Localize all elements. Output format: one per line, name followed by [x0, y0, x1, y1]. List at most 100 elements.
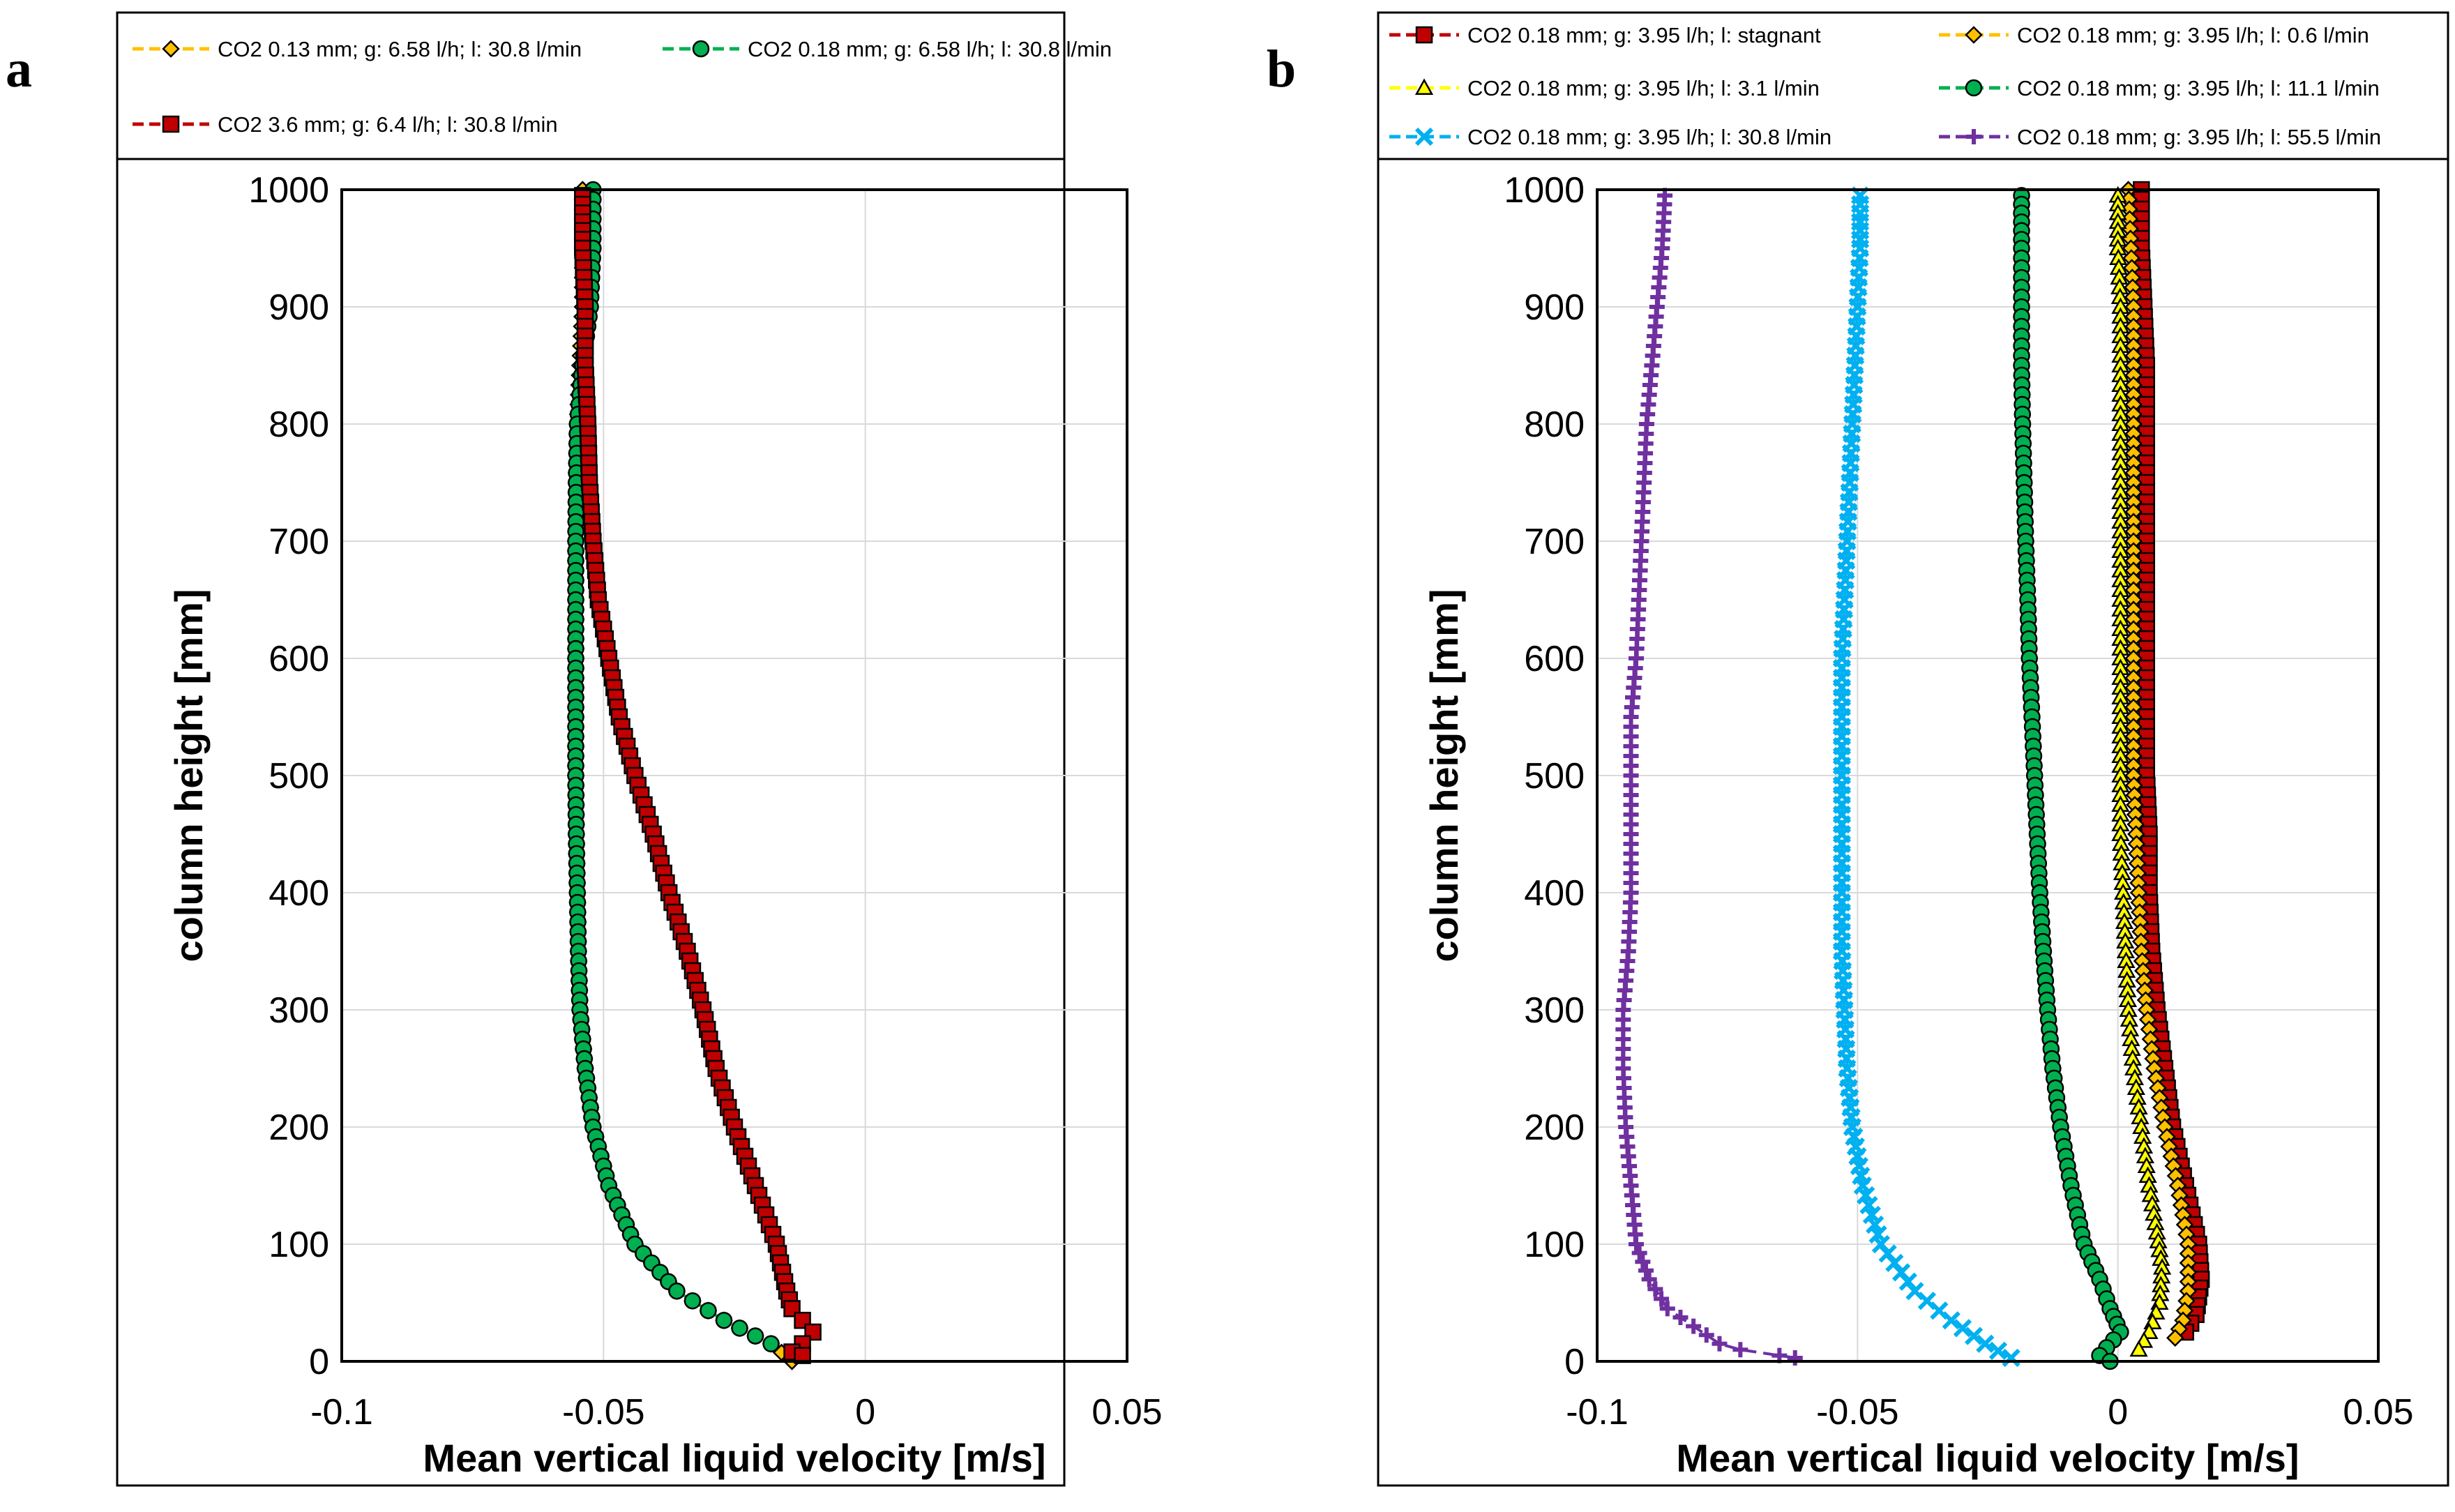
series-3: [2013, 187, 2129, 1370]
data-point: [683, 1292, 702, 1310]
data-point: [1654, 1291, 1670, 1307]
data-point: [2002, 1348, 2020, 1368]
data-point: [2166, 1329, 2184, 1347]
data-point: [746, 1327, 764, 1345]
legend-entry: CO2 0.18 mm; g: 3.95 l/h; l: 11.1 l/min: [1939, 76, 2380, 100]
x-tick-label: -0.1: [1566, 1392, 1629, 1432]
plot-area-border: [1596, 188, 2380, 1363]
x-tick-label: -0.05: [562, 1392, 645, 1432]
legend-marker: [1966, 129, 1981, 144]
data-point: [1698, 1327, 1714, 1343]
data-point: [1712, 1336, 1728, 1352]
legend-entry: CO2 0.18 mm; g: 3.95 l/h; l: stagnant: [1389, 23, 1821, 47]
x-tick-label: 0: [2108, 1392, 2128, 1432]
panel-letter-a: a: [6, 40, 32, 98]
series-1: [2119, 181, 2198, 1347]
data-point: [1953, 1319, 1972, 1338]
y-tick-label: 700: [1524, 522, 1585, 562]
y-tick-label: 600: [269, 639, 329, 679]
y-tick-label: 200: [1524, 1107, 1585, 1148]
data-point: [1988, 1341, 2008, 1361]
y-tick-label: 100: [269, 1225, 329, 1265]
y-axis-label: column height [mm]: [167, 589, 211, 962]
chart-a: -0.1 -0.05 0 0.05 0 100 200 300 400 500 600 700 800 9…: [116, 11, 1163, 1487]
x-tick-label: 0.05: [1091, 1392, 1162, 1432]
x-tick-label: 0: [855, 1392, 875, 1432]
legend-entry: CO2 3.6 mm; g: 6.4 l/h; l: 30.8 l/min: [133, 112, 558, 137]
data-point: [1638, 1262, 1654, 1278]
data-point: [1672, 1310, 1689, 1325]
y-tick-label: 400: [1524, 873, 1585, 914]
legend-entry: CO2 0.18 mm; g: 3.95 l/h; l: 30.8 l/min: [1389, 125, 1831, 149]
legend-label: CO2 0.18 mm; g: 3.95 l/h; l: 55.5 l/min: [2017, 125, 2381, 149]
series-1: [567, 181, 780, 1353]
data-point: [1787, 1350, 1803, 1366]
legend-entry: CO2 0.18 mm; g: 3.95 l/h; l: 55.5 l/min: [1939, 125, 2381, 149]
data-point: [731, 1320, 748, 1337]
legend-label: CO2 0.13 mm; g: 6.58 l/h; l: 30.8 l/min: [218, 37, 582, 61]
y-tick-label: 0: [309, 1342, 329, 1382]
data-point: [668, 1282, 686, 1300]
legend-label: CO2 0.18 mm; g: 3.95 l/h; l: 0.6 l/min: [2017, 23, 2369, 47]
data-point: [1964, 1326, 1984, 1345]
data-point: [1732, 1342, 1748, 1358]
legend-entry: CO2 0.13 mm; g: 6.58 l/h; l: 30.8 l/min: [133, 37, 582, 61]
data-point: [1659, 1301, 1675, 1317]
legend-entry: CO2 0.18 mm; g: 3.95 l/h; l: 0.6 l/min: [1939, 23, 2369, 47]
y-tick-label: 400: [269, 873, 329, 914]
legend-marker: [1965, 79, 1983, 97]
data-point: [2129, 1340, 2148, 1357]
legend-marker: [1414, 78, 1434, 96]
chart-frame: [1377, 11, 2449, 1487]
legend-marker: [1965, 26, 1983, 44]
y-tick-label: 600: [1524, 639, 1585, 679]
legend-entry: CO2 0.18 mm; g: 3.95 l/h; l: 3.1 l/min: [1389, 76, 1820, 100]
data-point: [1647, 1281, 1663, 1297]
x-axis-label: Mean vertical liquid velocity [m/s]: [1676, 1436, 2299, 1480]
y-tick-label: 0: [1564, 1342, 1585, 1382]
plot-area-border: [340, 188, 1128, 1363]
data-point: [1631, 1245, 1647, 1261]
series-5: [1615, 188, 1803, 1366]
legend-marker: [1415, 26, 1433, 44]
series-0: [2133, 181, 2210, 1341]
y-tick-label: 500: [1524, 756, 1585, 796]
legend-entry: CO2 0.18 mm; g: 6.58 l/h; l: 30.8 l/min: [663, 37, 1112, 61]
data-point: [794, 1347, 811, 1364]
y-tick-label: 800: [1524, 405, 1585, 445]
y-tick-label: 1000: [248, 170, 329, 211]
legend-marker: [1414, 127, 1434, 146]
legend-label: CO2 0.18 mm; g: 3.95 l/h; l: 30.8 l/min: [1467, 125, 1831, 149]
data-point: [1641, 1271, 1657, 1287]
data-point: [1686, 1318, 1702, 1334]
y-tick-label: 300: [269, 990, 329, 1031]
data-point: [1629, 1237, 1644, 1252]
legend-marker: [162, 40, 180, 58]
y-tick-label: 500: [269, 756, 329, 796]
y-tick-label: 200: [269, 1107, 329, 1148]
y-tick-label: 100: [1524, 1225, 1585, 1265]
y-axis-label: column height [mm]: [1422, 589, 1466, 962]
legend-label: CO2 0.18 mm; g: 3.95 l/h; l: stagnant: [1467, 23, 1821, 47]
y-tick-label: 700: [269, 522, 329, 562]
series-2: [2108, 186, 2172, 1357]
data-point: [1942, 1311, 1961, 1330]
x-tick-label: -0.05: [1816, 1392, 1899, 1432]
legend-label: CO2 0.18 mm; g: 6.58 l/h; l: 30.8 l/min: [748, 37, 1112, 61]
y-tick-label: 800: [269, 405, 329, 445]
legend-label: CO2 0.18 mm; g: 3.95 l/h; l: 11.1 l/min: [2017, 76, 2380, 100]
y-tick-label: 900: [269, 287, 329, 328]
data-point: [1635, 1254, 1651, 1270]
legend-marker: [692, 40, 710, 58]
data-point: [762, 1335, 780, 1353]
legend-label: CO2 3.6 mm; g: 6.4 l/h; l: 30.8 l/min: [218, 112, 558, 137]
data-point: [1976, 1334, 1995, 1353]
data-point: [700, 1301, 717, 1320]
x-tick-label: -0.1: [310, 1392, 373, 1432]
panel-letter-b: b: [1267, 40, 1297, 98]
x-tick-label: 0.05: [2343, 1392, 2413, 1432]
chart-b: -0.1 -0.05 0 0.05 0 100 200 300 400 500 600 700 800 9…: [1377, 11, 2449, 1487]
series-2: [574, 187, 822, 1364]
legend-label: CO2 0.18 mm; g: 3.95 l/h; l: 3.1 l/min: [1467, 76, 1820, 100]
